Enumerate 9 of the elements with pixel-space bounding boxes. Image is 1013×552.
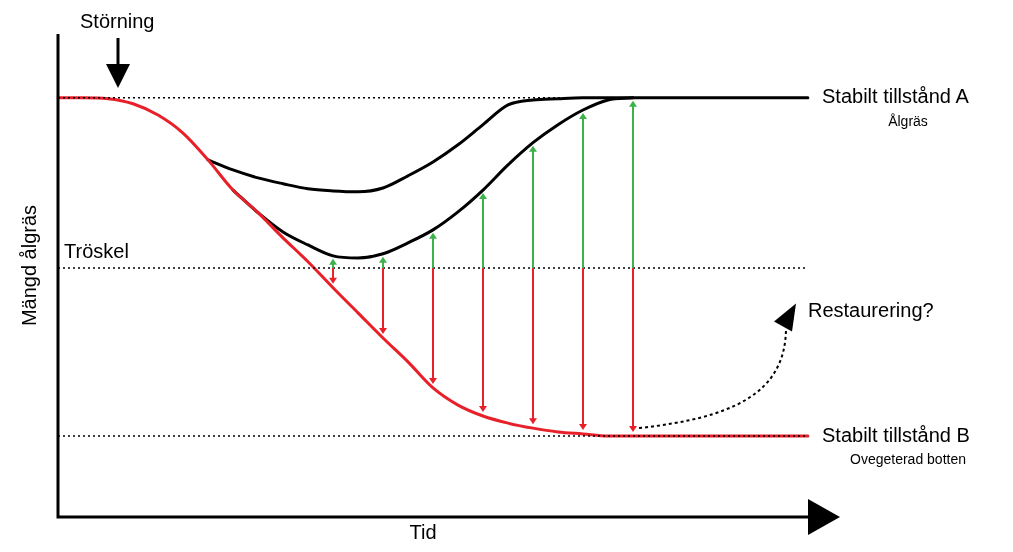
text: Ovegeterad botten	[850, 450, 966, 467]
ref-line-label: Stabilt tillstånd B	[822, 423, 970, 446]
x-axis-title: Tid	[409, 520, 437, 543]
y-axis-title: Mängd ålgräs	[17, 204, 40, 327]
text: Ålgräs	[888, 112, 928, 129]
ref-line-label: Tröskel	[64, 239, 129, 262]
annotation: Restaurering?	[808, 299, 934, 322]
text: Störning	[80, 9, 155, 32]
ref-line-label: Stabilt tillstånd A	[822, 85, 970, 108]
